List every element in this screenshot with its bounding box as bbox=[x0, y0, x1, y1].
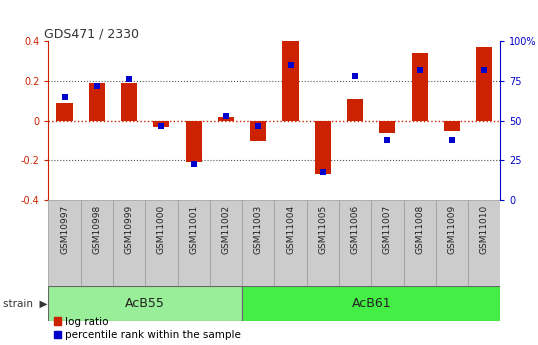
Bar bbox=[274, 200, 307, 286]
Bar bbox=[186, 121, 202, 162]
Point bbox=[157, 123, 166, 128]
Text: GSM11003: GSM11003 bbox=[254, 204, 263, 254]
Bar bbox=[48, 286, 242, 321]
Point bbox=[318, 169, 327, 174]
Point bbox=[383, 137, 392, 142]
Point bbox=[254, 123, 263, 128]
Bar bbox=[307, 200, 339, 286]
Text: GSM11004: GSM11004 bbox=[286, 204, 295, 254]
Bar bbox=[210, 200, 242, 286]
Text: strain  ▶: strain ▶ bbox=[3, 299, 47, 308]
Bar bbox=[81, 200, 113, 286]
Bar bbox=[121, 83, 137, 121]
Text: GSM11008: GSM11008 bbox=[415, 204, 424, 254]
Text: GSM11000: GSM11000 bbox=[157, 204, 166, 254]
Text: GSM11001: GSM11001 bbox=[189, 204, 198, 254]
Bar bbox=[242, 286, 500, 321]
Bar bbox=[89, 83, 105, 121]
Text: GSM10998: GSM10998 bbox=[93, 204, 101, 254]
Point bbox=[480, 67, 489, 73]
Point bbox=[93, 83, 101, 89]
Text: GSM11006: GSM11006 bbox=[351, 204, 359, 254]
Bar bbox=[56, 103, 73, 121]
Bar bbox=[379, 121, 395, 132]
Text: GSM11009: GSM11009 bbox=[448, 204, 456, 254]
Bar bbox=[218, 117, 234, 121]
Bar bbox=[412, 53, 428, 121]
Text: GDS471 / 2330: GDS471 / 2330 bbox=[44, 27, 139, 40]
Bar bbox=[145, 200, 178, 286]
Point bbox=[351, 73, 359, 79]
Bar bbox=[371, 200, 404, 286]
Bar bbox=[282, 41, 299, 121]
Bar bbox=[315, 121, 331, 174]
Point bbox=[60, 94, 69, 100]
Legend: log ratio, percentile rank within the sample: log ratio, percentile rank within the sa… bbox=[54, 317, 241, 340]
Point bbox=[448, 137, 456, 142]
Text: GSM10997: GSM10997 bbox=[60, 204, 69, 254]
Bar bbox=[339, 200, 371, 286]
Bar bbox=[250, 121, 266, 141]
Text: GSM11005: GSM11005 bbox=[318, 204, 327, 254]
Point bbox=[189, 161, 198, 166]
Bar bbox=[404, 200, 436, 286]
Bar bbox=[444, 121, 460, 131]
Bar bbox=[48, 200, 81, 286]
Bar bbox=[468, 200, 500, 286]
Bar bbox=[153, 121, 169, 127]
Text: GSM11007: GSM11007 bbox=[383, 204, 392, 254]
Point bbox=[125, 77, 133, 82]
Text: GSM10999: GSM10999 bbox=[125, 204, 133, 254]
Point bbox=[286, 62, 295, 68]
Bar bbox=[436, 200, 468, 286]
Point bbox=[415, 67, 424, 73]
Bar bbox=[242, 200, 274, 286]
Bar bbox=[113, 200, 145, 286]
Bar bbox=[476, 47, 492, 121]
Text: AcB55: AcB55 bbox=[125, 297, 165, 310]
Point bbox=[222, 113, 230, 119]
Text: GSM11002: GSM11002 bbox=[222, 204, 230, 254]
Bar bbox=[347, 99, 363, 121]
Text: AcB61: AcB61 bbox=[351, 297, 391, 310]
Bar bbox=[178, 200, 210, 286]
Text: GSM11010: GSM11010 bbox=[480, 204, 489, 254]
